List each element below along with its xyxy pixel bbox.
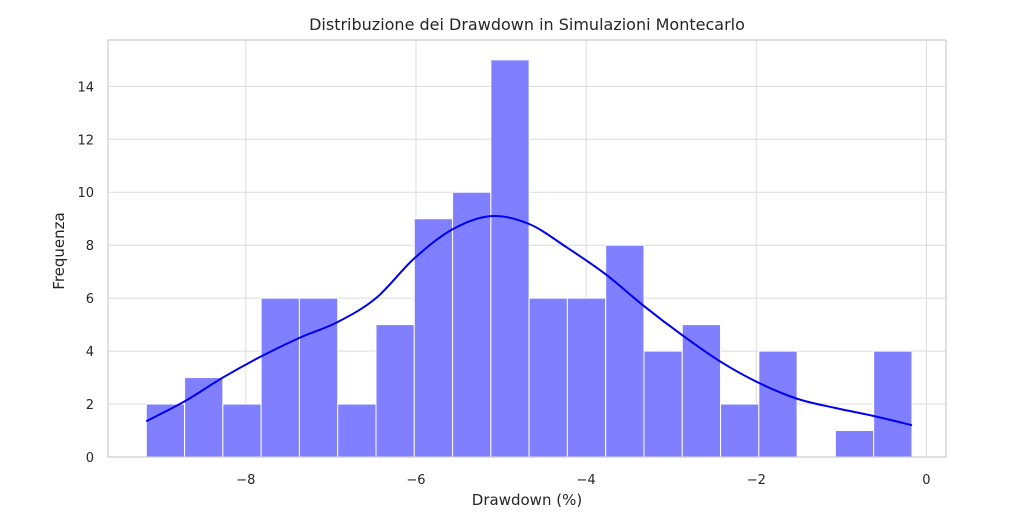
x-tick-labels: −8 −6 −4 −2 0 [236, 473, 930, 488]
y-tick-label: 6 [86, 292, 94, 307]
y-axis-label: Frequenza [50, 212, 68, 289]
y-tick-label: 4 [86, 345, 94, 360]
histogram-bar [528, 297, 568, 458]
histogram-bar [605, 244, 645, 458]
histogram-bar [337, 403, 377, 458]
chart-title: Distribuzione dei Drawdown in Simulazion… [309, 15, 745, 34]
histogram-bar [490, 59, 530, 458]
histogram-bar [720, 403, 760, 458]
x-tick-label: −4 [577, 473, 596, 488]
y-tick-label: 12 [77, 133, 94, 148]
x-tick-label: 0 [922, 473, 930, 488]
histogram-bar [413, 218, 454, 458]
histogram-bar [681, 324, 722, 458]
kde-density-line [145, 214, 913, 427]
histogram-bar [298, 297, 339, 458]
histogram-bar [222, 403, 262, 458]
plot-frame [107, 39, 947, 458]
x-tick-label: −6 [406, 473, 425, 488]
y-tick-labels: 0 2 4 6 8 10 12 14 [77, 80, 94, 466]
histogram-bar [452, 191, 492, 458]
y-tick-label: 14 [77, 80, 94, 95]
y-tick-label: 8 [86, 239, 94, 254]
x-axis-label: Drawdown (%) [472, 491, 582, 509]
y-tick-label: 2 [86, 398, 94, 413]
x-tick-label: −2 [747, 473, 766, 488]
histogram-bars [145, 59, 913, 458]
histogram-bar [758, 350, 798, 458]
histogram-bar [873, 350, 913, 458]
histogram-bar [566, 297, 607, 458]
y-tick-label: 0 [86, 451, 94, 466]
x-tick-label: −8 [236, 473, 255, 488]
histogram-bar [643, 350, 683, 458]
histogram-bar [375, 324, 415, 458]
y-tick-label: 10 [77, 186, 94, 201]
histogram-bar [260, 297, 300, 458]
histogram-bar [834, 430, 875, 458]
